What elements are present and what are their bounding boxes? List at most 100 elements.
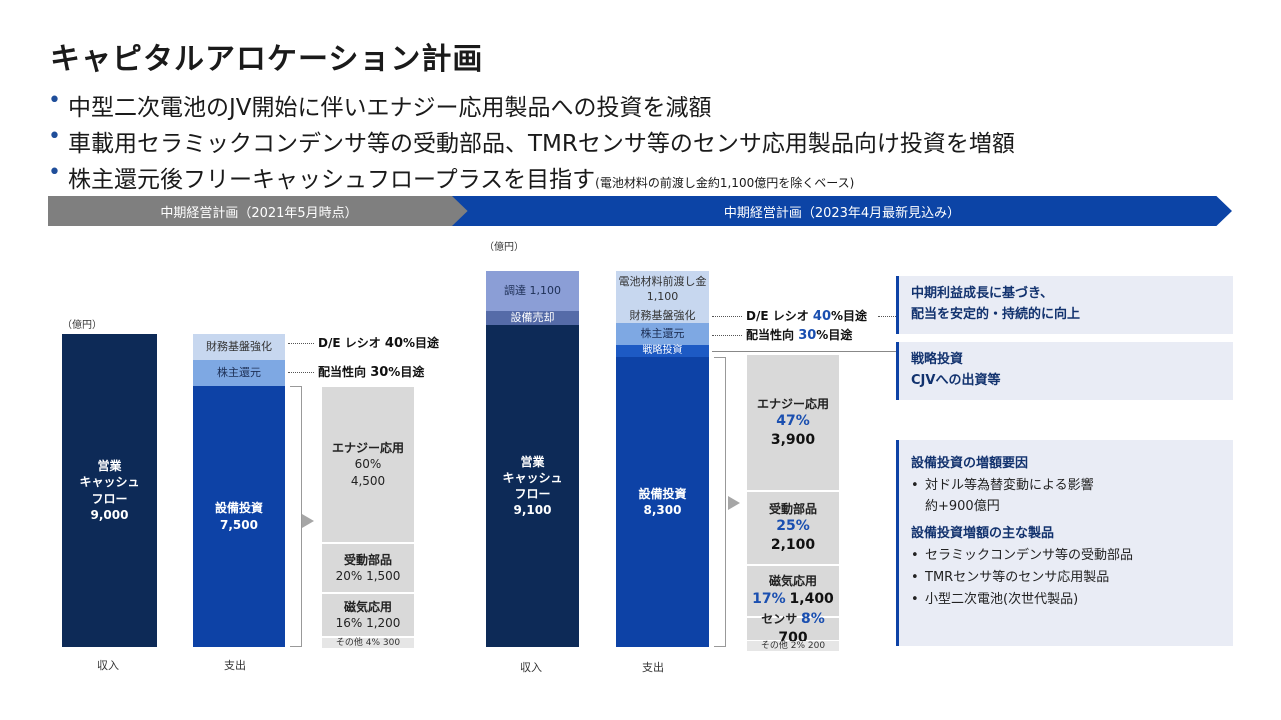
segment-value: 2,100 (770, 537, 816, 554)
dotted-connector (712, 316, 742, 317)
bar-segment-battery-advance-2023: 電池材料前渡し金 1,100 (616, 271, 709, 309)
segment-name: 受動部品 (768, 502, 817, 517)
bar-label: キャッシュ (79, 475, 140, 490)
bar-label: フロー (91, 491, 128, 506)
callout-item: 対ドル等為替変動による影響 (911, 475, 1221, 497)
capex-segment-magnetic-2021: 磁気応用 16% 1,200 (322, 594, 414, 636)
bar-income-operating-cf-2023: 営業 キャッシュ フロー 9,100 (486, 325, 579, 647)
dotted-connector (288, 372, 314, 373)
bullet-item: • 車載用セラミックコンデンサ等の受動部品、TMRセンサ等のセンサ応用製品向け投資… (48, 124, 1015, 160)
bar-value: 9,000 (90, 507, 129, 522)
callout-heading: 設備投資増額の主な製品 (911, 526, 1055, 542)
strategic-connector (712, 351, 896, 352)
bullet-item: • 株主還元後フリーキャッシュフロープラスを目指す(電池材料の前渡し金約1,100… (48, 160, 1015, 196)
bullet-list: • 中型二次電池のJV開始に伴いエナジー応用製品への投資を減額 • 車載用セラミック… (48, 88, 1015, 196)
segment-name: エナジー応用 (331, 441, 404, 456)
bullet-dot-icon: • (48, 88, 61, 113)
capex-segment-passive-2023: 受動部品 25% 2,100 (747, 492, 839, 564)
bar-value: 9,100 (513, 503, 552, 518)
segment-name: 磁気応用 (343, 599, 392, 614)
capex-segment-other-2023: その他 2% 200 (747, 641, 839, 651)
bar-income-procurement-2023: 調達 1,100 (486, 271, 579, 311)
segment-pct-value: 20% 1,500 (335, 569, 401, 583)
bar-segment-shareholder-2023: 株主還元 (616, 323, 709, 345)
axis-label-income: 収入 (97, 659, 119, 672)
capex-segment-magnetic-2023: 磁気応用 17% 1,400 (747, 566, 839, 616)
bar-income-operating-cf-2021: 営業 キャッシュ フロー 9,000 (62, 334, 157, 647)
bar-value: 7,500 (220, 517, 258, 532)
bar-label: 営業 (520, 454, 545, 469)
annotation-de-ratio-2021: D/E レシオ 40%目途 (318, 336, 440, 351)
bullet-text: 車載用セラミックコンデンサ等の受動部品、TMRセンサ等のセンサ応用製品向け投資を… (68, 131, 1015, 157)
callout-heading: 設備投資の増額要因 (911, 456, 1029, 471)
capex-segment-other-2021: その他 4% 300 (322, 638, 414, 648)
axis-label-income: 収入 (520, 661, 542, 674)
bar-label: 設備投資 (638, 486, 687, 501)
callout-dividend: 中期利益成長に基づき、 配当を安定的・持続的に向上 (896, 276, 1233, 334)
bullet-item: • 中型二次電池のJV開始に伴いエナジー応用製品への投資を減額 (48, 88, 1015, 124)
callout-capex: 設備投資の増額要因 対ドル等為替変動による影響 約+900億円 設備投資増額の主… (896, 440, 1233, 646)
bullet-note: (電池材料の前渡し金約1,100億円を除くベース) (595, 176, 855, 190)
segment-name: 受動部品 (343, 552, 392, 567)
bracket (290, 386, 302, 647)
segment-pct: 25% (776, 518, 810, 535)
callout-strategic: 戦略投資 CJVへの出資等 (896, 342, 1233, 400)
annotation-de-ratio-2023: D/E レシオ 40%目途 (746, 309, 868, 324)
arrow-right-icon (728, 496, 740, 510)
segment-name: エナジー応用 (756, 396, 829, 411)
bar-label: フロー (514, 487, 551, 501)
bar-label: 設備投資 (214, 501, 263, 516)
segment-pct-value: その他 2% 200 (760, 640, 826, 651)
bar-segment-capex-2021: 設備投資 7,500 (193, 386, 285, 647)
segment-pct-value: その他 4% 300 (335, 637, 401, 648)
bracket (714, 357, 726, 647)
bar-label: 営業 (97, 459, 122, 474)
capex-segment-energy-2021: エナジー応用 60% 4,500 (322, 387, 414, 542)
capex-segment-energy-2023: エナジー応用 47% 3,900 (747, 355, 839, 490)
bar-segment-capex-2023: 設備投資 8,300 (616, 357, 709, 647)
segment-value: 4,500 (350, 473, 386, 488)
bullet-dot-icon: • (48, 160, 61, 185)
capex-segment-sensor-2023: センサ 8% 700 (747, 611, 839, 646)
callout-text: CJVへの出資等 (911, 372, 1001, 388)
dotted-connector (288, 343, 314, 344)
callout-item: 小型二次電池(次世代製品) (911, 589, 1221, 611)
unit-label: （億円） (484, 242, 524, 253)
annotation-payout-2023: 配当性向 30%目途 (746, 328, 853, 343)
dotted-connector (712, 335, 742, 336)
bar-segment-financial-2023: 財務基盤強化 (616, 309, 709, 323)
segment-value: 3,900 (770, 431, 816, 448)
segment-pct: 47% (776, 412, 810, 429)
bar-income-asset-sale-2023: 設備売却 (486, 311, 579, 325)
axis-label-expense: 支出 (224, 659, 246, 672)
bullet-dot-icon: • (48, 124, 61, 149)
axis-label-expense: 支出 (642, 661, 664, 674)
bar-label: キャッシュ (502, 470, 563, 485)
bullet-text: 株主還元後フリーキャッシュフロープラスを目指す (68, 167, 596, 193)
bullet-text: 中型二次電池のJV開始に伴いエナジー応用製品への投資を減額 (68, 95, 712, 121)
segment-pct: 60% (354, 457, 382, 472)
annotation-payout-2021: 配当性向 30%目途 (318, 365, 425, 380)
bar-value: 1,100 (646, 290, 679, 303)
bar-segment-financial-2021: 財務基盤強化 (193, 334, 285, 360)
callout-text: 中期利益成長に基づき、 (911, 286, 1054, 301)
page-title: キャピタルアロケーション計画 (50, 42, 484, 77)
callout-text: 戦略投資 (911, 352, 964, 367)
callout-subitem: 約+900億円 (925, 498, 1000, 514)
banner-old-plan: 中期経営計画（2021年5月時点） (48, 196, 470, 226)
bar-segment-strategic-2023: 戦略投資 (616, 345, 709, 357)
bar-segment-shareholder-2021: 株主還元 (193, 360, 285, 386)
segment-name: 磁気応用 (768, 574, 817, 589)
banner-new-plan: 中期経営計画（2023年4月最新見込み） (452, 196, 1232, 226)
callout-item: TMRセンサ等のセンサ応用製品 (911, 567, 1221, 589)
segment-pct-value: 17% 1,400 (752, 590, 834, 607)
arrow-right-icon (302, 514, 314, 528)
callout-item: セラミックコンデンサ等の受動部品 (911, 545, 1221, 567)
callout-text: 配当を安定的・持続的に向上 (911, 306, 1081, 322)
bar-value: 8,300 (643, 503, 682, 517)
dotted-connector (878, 316, 896, 317)
capex-segment-passive-2021: 受動部品 20% 1,500 (322, 544, 414, 592)
bar-label: 電池材料前渡し金 (618, 275, 707, 289)
segment-pct-value: 16% 1,200 (335, 616, 401, 630)
unit-label: （億円） (62, 320, 102, 331)
